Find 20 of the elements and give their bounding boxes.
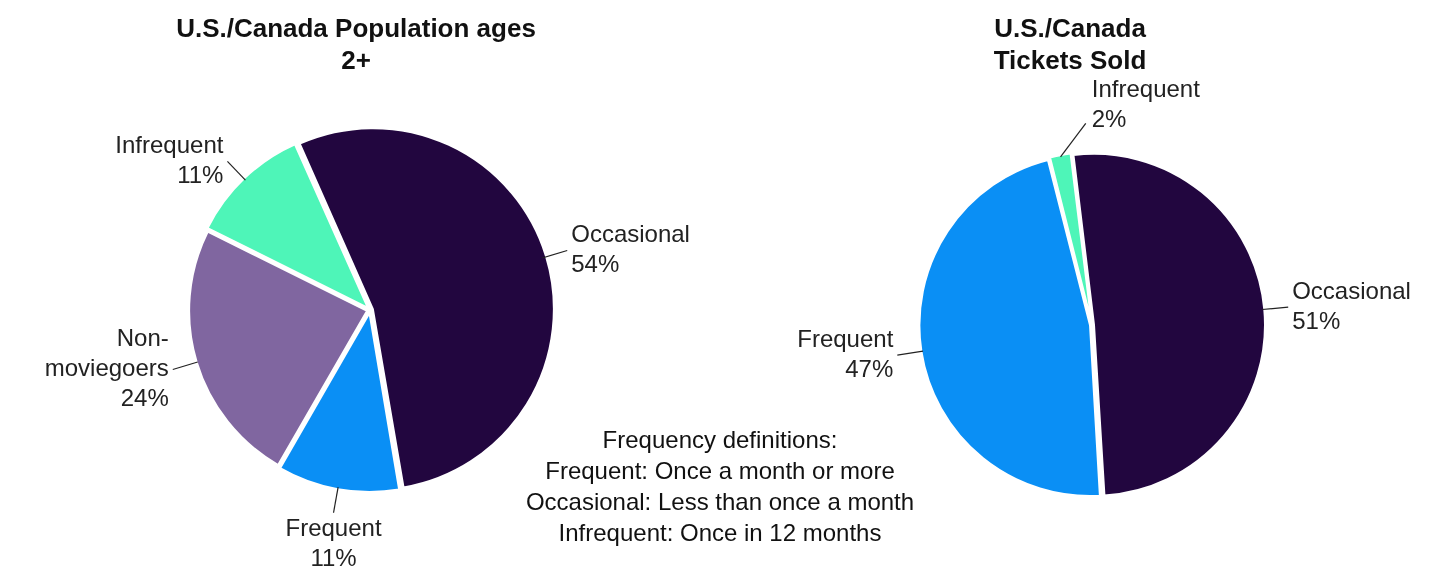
slice-label: Occasional: [1292, 276, 1411, 304]
data-label: 2%: [1091, 104, 1127, 132]
text: Infrequent: Once in 12 months: [557, 518, 883, 548]
text: Occasional: Less than once a month: [524, 487, 916, 517]
chart-title: U.S./Canada Tickets Sold: [992, 12, 1148, 76]
slice-label: Frequent: [797, 324, 894, 352]
data-label: 47%: [845, 354, 894, 382]
text: Frequent: Once a month or more: [544, 456, 896, 486]
data-label: 11%: [310, 544, 357, 572]
slice-label: Frequent: [285, 514, 382, 542]
slice-label: Non-moviegoers: [44, 324, 169, 382]
chart-title: U.S./Canada Population ages 2+: [176, 12, 536, 76]
data-label: 11%: [177, 160, 224, 188]
slice-label: Infrequent: [1091, 74, 1201, 102]
text: Frequency definitions:: [601, 425, 839, 455]
slice-label: Infrequent: [115, 130, 224, 158]
data-label: 24%: [120, 384, 169, 412]
data-label: 51%: [1292, 306, 1341, 334]
data-label: 54%: [571, 250, 620, 278]
slice-label: Occasional: [571, 220, 690, 248]
